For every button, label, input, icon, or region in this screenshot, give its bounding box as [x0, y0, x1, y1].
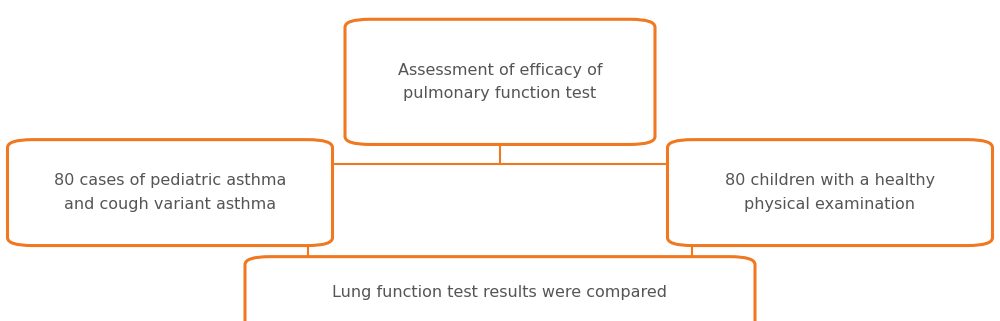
FancyBboxPatch shape [245, 257, 755, 321]
FancyBboxPatch shape [8, 140, 332, 246]
Text: 80 cases of pediatric asthma
and cough variant asthma: 80 cases of pediatric asthma and cough v… [54, 173, 286, 212]
FancyBboxPatch shape [345, 19, 655, 144]
Text: 80 children with a healthy
physical examination: 80 children with a healthy physical exam… [725, 173, 935, 212]
Text: Assessment of efficacy of
pulmonary function test: Assessment of efficacy of pulmonary func… [398, 63, 602, 101]
FancyBboxPatch shape [667, 140, 992, 246]
Text: Lung function test results were compared: Lung function test results were compared [332, 285, 668, 300]
